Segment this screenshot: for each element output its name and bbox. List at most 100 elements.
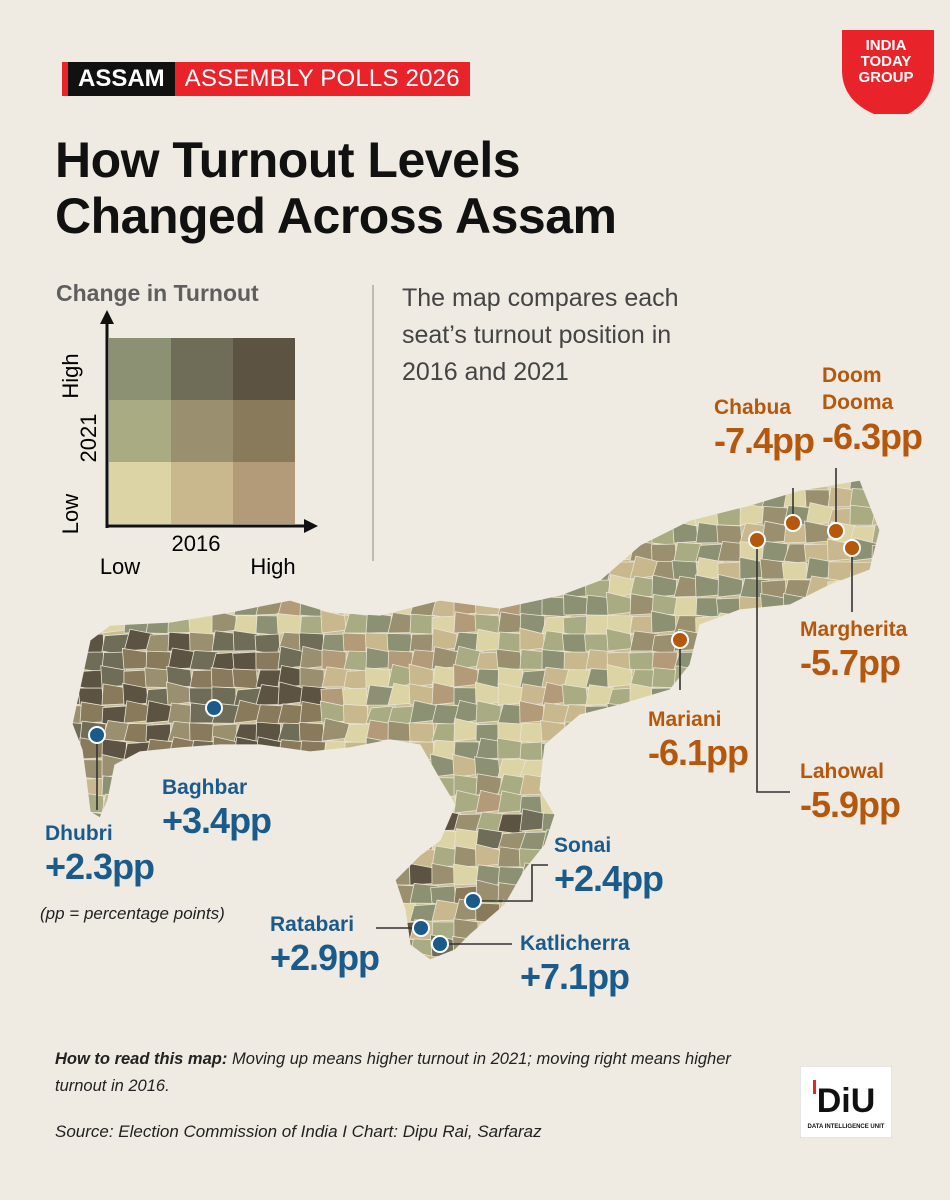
constituency-cell xyxy=(101,953,133,960)
constituency-cell xyxy=(760,758,787,780)
constituency-cell xyxy=(211,503,240,526)
india-today-logo: INDIA TODAY GROUP xyxy=(838,30,934,114)
constituency-cell xyxy=(72,579,83,602)
constituency-cell xyxy=(145,480,173,491)
constituency-cell xyxy=(717,830,743,852)
constituency-cell xyxy=(871,739,880,761)
constituency-cell xyxy=(453,486,480,508)
constituency-cell xyxy=(72,704,84,725)
constituency-cell xyxy=(78,573,105,598)
constituency-cell xyxy=(385,486,413,508)
constituency-cell xyxy=(364,772,391,796)
constituency-cell xyxy=(365,884,394,906)
constituency-cell xyxy=(453,863,479,886)
constituency-cell xyxy=(233,542,259,564)
constituency-cell xyxy=(343,578,373,599)
constituency-cell xyxy=(695,915,726,940)
constituency-cell xyxy=(475,480,505,492)
constituency-cell xyxy=(585,723,612,746)
constituency-cell xyxy=(584,807,611,832)
constituency-cell xyxy=(143,557,171,580)
constituency-cell xyxy=(717,883,748,905)
constituency-cell xyxy=(563,736,592,760)
constituency-cell xyxy=(737,953,765,960)
constituency-cell xyxy=(167,952,193,960)
constituency-cell xyxy=(695,935,726,958)
constituency-cell xyxy=(585,520,612,544)
bivariate-legend: High 2021 Low 2016 Low High xyxy=(58,310,318,579)
constituency-cell xyxy=(145,938,176,960)
constituency-cell xyxy=(651,955,679,960)
constituency-cell xyxy=(849,721,877,743)
constituency-cell xyxy=(72,615,83,638)
constituency-cell xyxy=(783,939,813,960)
constituency-cell xyxy=(277,812,307,834)
constituency-cell xyxy=(123,521,152,544)
constituency-cell xyxy=(144,489,171,512)
constituency-cell xyxy=(211,921,237,943)
constituency-cell xyxy=(783,828,810,850)
constituency-cell xyxy=(894,723,919,743)
constituency-cell xyxy=(72,777,83,799)
constituency-cell xyxy=(893,541,918,561)
constituency-cell xyxy=(211,849,242,871)
constituency-cell xyxy=(321,880,348,904)
constituency-cell xyxy=(849,831,877,855)
constituency-cell xyxy=(231,668,259,690)
constituency-cell xyxy=(254,480,281,493)
constituency-cell xyxy=(673,683,703,706)
constituency-cell xyxy=(695,956,723,960)
constituency-cell xyxy=(497,722,523,743)
constituency-cell xyxy=(761,720,791,742)
constituency-cell xyxy=(475,921,505,944)
constituency-cell xyxy=(497,543,526,567)
constituency-cell xyxy=(167,934,198,958)
how-to-label: How to read this map: xyxy=(55,1050,228,1068)
constituency-cell xyxy=(739,777,770,800)
constituency-cell xyxy=(409,489,435,511)
constituency-cell xyxy=(79,701,106,724)
constituency-cell xyxy=(871,579,880,601)
constituency-cell xyxy=(232,561,259,584)
logo-shape xyxy=(842,30,934,114)
constituency-cell xyxy=(233,934,265,958)
constituency-cell xyxy=(233,884,262,906)
constituency-cell xyxy=(79,921,106,945)
constituency-cell xyxy=(783,702,809,724)
constituency-cell xyxy=(145,538,175,562)
constituency-cell xyxy=(519,543,545,565)
constituency-cell xyxy=(519,773,549,796)
constituency-cell xyxy=(343,843,373,868)
constituency-cell xyxy=(299,480,327,490)
constituency-cell xyxy=(123,543,152,566)
constituency-cell xyxy=(475,957,506,960)
legend-cell xyxy=(109,400,171,462)
constituency-cell xyxy=(827,846,856,868)
constituency-cell xyxy=(78,484,105,508)
constituency-cell xyxy=(651,795,683,818)
constituency-cell xyxy=(254,846,281,868)
constituency-cell xyxy=(805,921,831,944)
constituency-cell xyxy=(255,558,286,580)
constituency-cell xyxy=(739,883,765,905)
constituency-cell xyxy=(408,812,435,834)
constituency-cell xyxy=(695,849,724,871)
constituency-cell xyxy=(123,937,154,959)
constituency-cell xyxy=(387,794,413,816)
constituency-cell xyxy=(805,863,831,886)
constituency-cell xyxy=(189,883,221,905)
constituency-cell xyxy=(365,826,393,850)
margherita-marker xyxy=(843,539,861,557)
diu-logo-text: DiU xyxy=(817,1082,876,1120)
constituency-cell xyxy=(321,811,351,833)
constituency-cell xyxy=(145,525,171,547)
legend-cell xyxy=(233,400,295,462)
diu-logo: DiU DATA INTELLIGENCE UNIT xyxy=(799,1065,893,1139)
constituency-cell xyxy=(167,543,197,565)
constituency-cell xyxy=(167,556,194,580)
constituency-cell xyxy=(387,771,415,796)
constituency-cell xyxy=(210,957,237,960)
constituency-cell xyxy=(519,579,550,601)
constituency-cell xyxy=(474,504,501,526)
